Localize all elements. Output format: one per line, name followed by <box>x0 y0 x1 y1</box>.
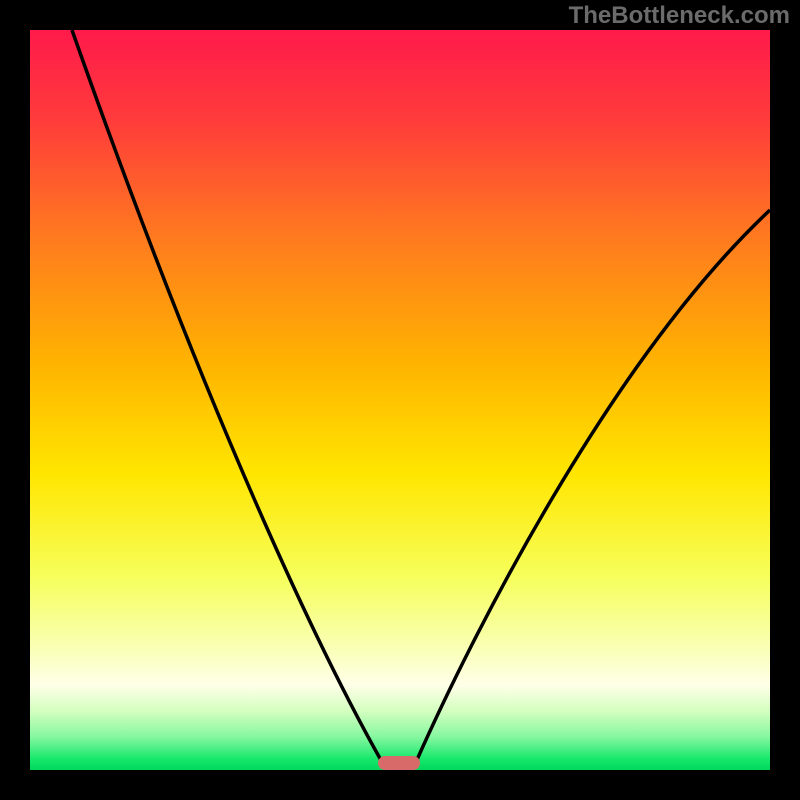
bottleneck-marker <box>378 756 420 770</box>
right-curve <box>416 210 770 762</box>
watermark-text: TheBottleneck.com <box>569 2 790 30</box>
curves-layer <box>30 30 770 770</box>
left-curve <box>72 30 382 762</box>
chart-container: { "watermark": { "text": "TheBottleneck.… <box>0 0 800 800</box>
plot-area <box>30 30 770 770</box>
